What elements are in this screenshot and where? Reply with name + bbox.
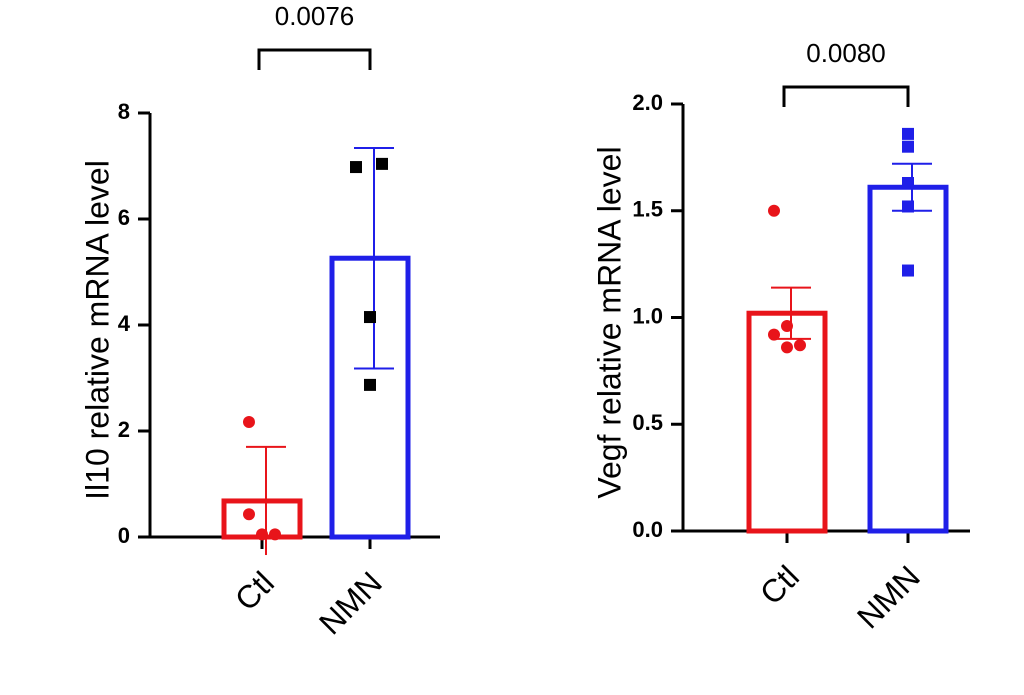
data-point bbox=[376, 157, 388, 170]
bar bbox=[746, 310, 828, 534]
significance-bracket bbox=[782, 85, 910, 107]
x-tick-label: Ctl bbox=[228, 564, 281, 617]
data-point bbox=[768, 328, 780, 341]
data-point bbox=[350, 161, 362, 174]
data-point bbox=[364, 378, 376, 391]
y-tick-label: 4 bbox=[118, 311, 131, 336]
p-value: 0.0076 bbox=[275, 1, 355, 31]
data-point bbox=[902, 264, 914, 277]
x-tick-label: NMN bbox=[312, 564, 389, 641]
x-tick-label: NMN bbox=[850, 558, 927, 635]
data-point bbox=[243, 508, 255, 521]
data-point bbox=[902, 200, 914, 213]
y-tick-label: 0 bbox=[118, 523, 130, 548]
data-point bbox=[781, 341, 793, 354]
data-point bbox=[902, 176, 914, 189]
data-point bbox=[243, 415, 255, 428]
data-point bbox=[256, 528, 268, 541]
y-tick-label: 2 bbox=[118, 417, 130, 442]
data-point bbox=[794, 339, 806, 352]
y-axis-label: Il10 relative mRNA level bbox=[79, 160, 115, 500]
data-point bbox=[902, 127, 914, 140]
significance-bracket bbox=[257, 48, 372, 70]
p-value: 0.0080 bbox=[806, 38, 886, 68]
y-tick-label: 1.0 bbox=[632, 303, 663, 328]
x-tick-label: Ctl bbox=[753, 558, 806, 611]
y-tick-label: 0.5 bbox=[632, 410, 663, 435]
y-tick-label: 6 bbox=[118, 205, 130, 230]
y-axis-label: Vegf relative mRNA level bbox=[591, 146, 627, 498]
data-point bbox=[364, 311, 376, 324]
data-point bbox=[902, 140, 914, 153]
data-point bbox=[781, 320, 793, 333]
data-point bbox=[768, 204, 780, 217]
data-point bbox=[269, 528, 281, 541]
bar bbox=[329, 255, 411, 540]
bar bbox=[867, 184, 949, 534]
y-tick-label: 2.0 bbox=[632, 90, 663, 115]
y-tick-label: 8 bbox=[118, 99, 130, 124]
y-tick-label: 1.5 bbox=[632, 197, 663, 222]
y-tick-label: 0.0 bbox=[632, 517, 663, 542]
